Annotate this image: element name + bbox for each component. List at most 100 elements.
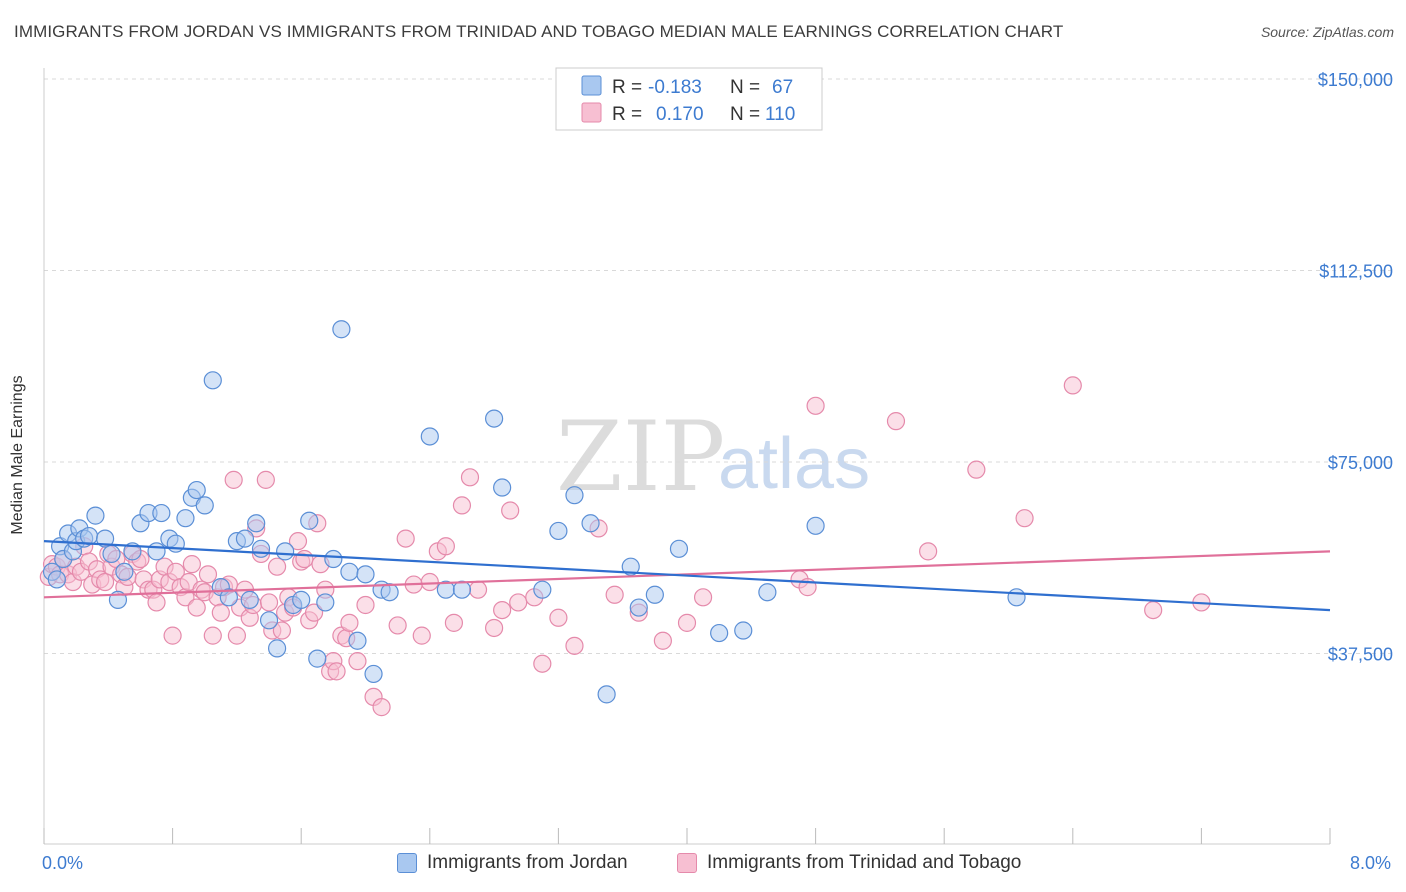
jordan-point-31 [240,590,259,609]
jordan-point-57 [565,486,584,505]
source-note: Source: ZipAtlas.com [1260,24,1394,40]
jordan-point-42 [324,549,343,569]
tt-point-79 [372,698,391,717]
legend-r-value-jordan: -0.183 [648,77,702,98]
tt-point-102 [653,631,672,650]
y-tick-label-1: $75,000 [1328,453,1393,473]
tt-point-31 [163,626,182,645]
legend-swatch-bottom-jordan [397,853,417,873]
tt-point-109 [919,542,938,561]
jordan-point-62 [645,585,664,604]
tt-point-108 [886,412,906,431]
tt-point-97 [549,608,568,627]
jordan-point-55 [533,580,552,599]
legend-r-label-tt: R = [612,104,642,125]
y-tick-labels: $37,500 $75,000 $112,500 $150,000 [1318,70,1393,665]
jordan-point-33 [251,539,271,558]
jordan-point-1 [47,570,66,589]
tt-point-112 [1063,376,1082,395]
legend-n-value-tt: 110 [765,104,795,125]
jordan-point-41 [316,593,335,612]
tt-point-46 [224,470,243,489]
tt-point-104 [693,588,713,607]
jordan-point-45 [348,631,367,650]
tt-point-62 [288,532,308,551]
jordan-point-12 [102,544,121,564]
legend-swatch-tt [581,102,602,123]
jordan-point-66 [758,583,777,602]
legend-r-label-jordan: R = [612,77,642,98]
jordan-point-24 [187,480,206,500]
jordan-point-63 [669,539,689,558]
tt-point-80 [388,616,407,635]
jordan-points [42,320,1026,704]
x-tick-label-max: 8.0% [1350,853,1391,873]
tt-point-55 [259,593,279,612]
legend-item-jordan: Immigrants from Jordan [397,852,628,874]
chart-title: IMMIGRANTS FROM JORDAN VS IMMIGRANTS FRO… [14,22,1064,41]
jordan-point-65 [734,621,753,640]
tt-point-43 [211,603,230,622]
tt-point-94 [509,593,528,612]
legend-label-jordan: Immigrants from Jordan [427,852,628,873]
tt-point-57 [267,557,287,576]
legend-n-label-tt: N = [730,104,760,125]
tt-point-88 [452,496,472,515]
trend-line-tt [43,550,1331,599]
jordan-point-47 [364,664,383,684]
tt-point-37 [187,598,206,617]
legend-n-label-jordan: N = [730,77,760,98]
tt-point-111 [1015,509,1034,528]
tt-point-107 [806,396,825,415]
tt-point-110 [967,460,986,479]
jordan-point-22 [176,509,195,528]
tt-point-76 [348,652,367,671]
tt-point-47 [227,626,246,645]
correlation-legend: R = -0.183 N = 67 R = 0.170 N = 110 [555,67,823,131]
legend-n-value-jordan: 67 [772,77,793,98]
tt-point-75 [340,613,359,632]
tt-point-81 [396,529,415,548]
jordan-point-19 [152,503,171,523]
jordan-point-26 [203,371,222,390]
jordan-point-32 [247,514,266,533]
tt-point-54 [256,470,275,489]
jordan-point-18 [147,542,166,561]
watermark-atlas: atlas [718,424,870,504]
tt-point-41 [203,626,222,645]
legend-swatch-jordan [581,75,602,96]
grid-lines [44,78,1392,654]
tt-point-103 [677,613,697,632]
jordan-point-60 [621,557,640,576]
jordan-point-54 [493,478,512,497]
jordan-point-49 [380,583,399,602]
legend-r-value-tt: 0.170 [656,104,704,125]
tt-point-14 [95,572,115,592]
jordan-point-30 [235,529,255,548]
jordan-point-21 [166,534,185,553]
tt-point-89 [460,468,480,487]
tt-point-96 [533,654,552,673]
watermark-zip: ZIP [556,401,725,513]
jordan-point-59 [597,685,616,704]
jordan-point-68 [1007,588,1026,607]
jordan-point-35 [267,639,287,658]
axes [43,68,1331,845]
tt-point-113 [1144,600,1163,620]
jordan-point-39 [300,511,319,530]
legend-label-tt: Immigrants from Trinidad and Tobago [707,852,1022,873]
tt-point-91 [485,618,504,638]
jordan-point-64 [710,623,729,643]
tt-point-83 [412,626,431,645]
tt-point-86 [436,537,455,556]
jordan-point-40 [308,649,327,668]
jordan-point-28 [219,588,238,607]
jordan-point-14 [115,562,134,581]
jordan-point-61 [629,598,648,617]
tt-point-64 [295,549,314,569]
tt-point-72 [327,662,346,681]
tt-point-36 [182,555,201,574]
legend-swatch-bottom-tt [677,853,697,873]
jordan-point-67 [806,516,825,535]
